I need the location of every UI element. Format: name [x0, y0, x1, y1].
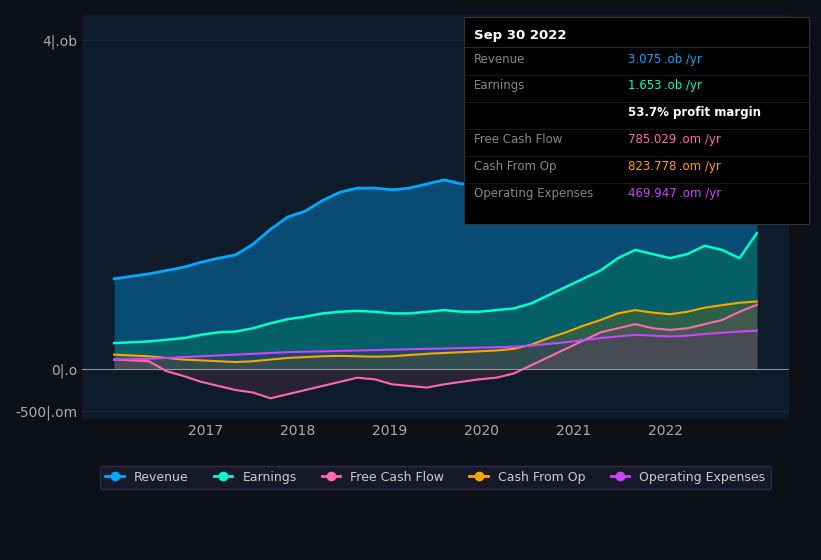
Legend: Revenue, Earnings, Free Cash Flow, Cash From Op, Operating Expenses: Revenue, Earnings, Free Cash Flow, Cash …: [100, 466, 771, 489]
Text: Cash From Op: Cash From Op: [474, 160, 556, 173]
Text: 3.075 .ob /yr: 3.075 .ob /yr: [628, 53, 702, 66]
Text: Sep 30 2022: Sep 30 2022: [474, 29, 566, 42]
Text: 53.7% profit margin: 53.7% profit margin: [628, 106, 761, 119]
Text: 823.778 .om /yr: 823.778 .om /yr: [628, 160, 721, 173]
Text: Revenue: Revenue: [474, 53, 525, 66]
Text: 1.653 .ob /yr: 1.653 .ob /yr: [628, 80, 702, 92]
Text: 469.947 .om /yr: 469.947 .om /yr: [628, 187, 722, 200]
Text: Earnings: Earnings: [474, 80, 525, 92]
Text: 785.029 .om /yr: 785.029 .om /yr: [628, 133, 721, 146]
Text: Operating Expenses: Operating Expenses: [474, 187, 593, 200]
Text: Free Cash Flow: Free Cash Flow: [474, 133, 562, 146]
